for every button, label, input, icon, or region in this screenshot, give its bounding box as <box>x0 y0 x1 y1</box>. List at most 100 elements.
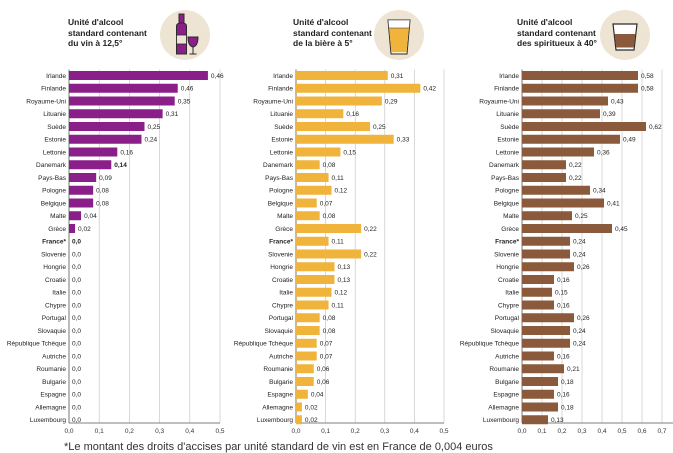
spirits-value-label: 0,45 <box>615 226 628 233</box>
wine-value-label: 0,0 <box>72 315 81 322</box>
beer-category-label: Espagne <box>267 392 293 399</box>
beer-value-label: 0,31 <box>391 73 404 80</box>
spirits-value-label: 0,18 <box>561 379 574 386</box>
spirits-category-label: Belgique <box>494 200 520 207</box>
beer-category-label: Slovenie <box>268 251 293 258</box>
wine-category-label: Pays-Bas <box>38 175 67 182</box>
beer-category-label: Bulgarie <box>269 379 293 386</box>
panel-title-wine: Unité d'alcool standard contenant du vin… <box>68 17 147 49</box>
spirits-x-tick-label: 0,3 <box>577 428 586 435</box>
wine-value-label: 0,0 <box>72 302 81 309</box>
wine-x-tick-label: 0,4 <box>185 428 194 435</box>
wine-category-label: Bulgarie <box>42 379 66 386</box>
beer-bar <box>296 211 320 221</box>
spirits-category-label: Irlande <box>499 73 519 80</box>
spirits-value-label: 0,13 <box>551 417 564 424</box>
panel-title-spirits-line-3: des spiritueux à 40° <box>517 38 597 48</box>
beer-x-tick-label: 0,2 <box>351 428 360 435</box>
spirits-value-label: 0,15 <box>555 290 568 297</box>
spirits-value-label: 0,22 <box>569 162 582 169</box>
wine-value-label: 0,0 <box>72 366 81 373</box>
beer-value-label: 0,22 <box>364 226 377 233</box>
wine-value-label: 0,16 <box>120 149 133 156</box>
wine-category-label: Grèce <box>48 226 66 233</box>
beer-x-tick-label: 0,5 <box>439 428 448 435</box>
wine-value-label: 0,0 <box>72 264 81 271</box>
spirits-category-label: Grèce <box>501 226 519 233</box>
spirits-bar <box>522 415 548 425</box>
beer-value-label: 0,08 <box>323 213 336 220</box>
spirits-category-label: Allemagne <box>488 404 519 411</box>
beer-bar <box>296 122 370 131</box>
wine-category-label: Malte <box>50 213 66 220</box>
spirits-category-label: Pologne <box>495 188 519 195</box>
beer-bar <box>296 173 329 182</box>
spirits-bar <box>522 211 572 221</box>
spirits-value-label: 0,24 <box>573 328 586 335</box>
wine-value-label: 0,24 <box>144 137 157 144</box>
spirits-bar <box>522 351 554 361</box>
beer-category-label: Slovaquie <box>264 328 293 335</box>
spirits-bar <box>522 364 564 374</box>
wine-category-label: République Tchèque <box>7 341 67 348</box>
wine-value-label: 0,46 <box>181 86 194 93</box>
wine-bar <box>69 147 118 157</box>
panel-title-beer: Unité d'alcool standard contenant de la … <box>293 17 372 49</box>
wine-category-label: Chypre <box>45 302 66 309</box>
wine-value-label: 0,08 <box>96 188 109 195</box>
wine-category-label: Suède <box>47 124 66 131</box>
wine-bar <box>69 122 145 131</box>
spirits-value-label: 0,58 <box>641 86 654 93</box>
wine-category-label: Lituanie <box>43 111 66 118</box>
beer-bar <box>296 338 317 348</box>
spirits-category-label: Danemark <box>489 162 520 169</box>
wine-category-label: France* <box>42 239 66 246</box>
beer-value-label: 0,12 <box>335 188 348 195</box>
wine-x-tick-label: 0,0 <box>64 428 73 435</box>
beer-bar <box>296 275 335 284</box>
spirits-category-label: Slovenie <box>494 251 519 258</box>
spirits-x-tick-label: 0,0 <box>517 428 526 435</box>
beer-category-label: Malte <box>277 213 293 220</box>
beer-value-label: 0,02 <box>305 404 318 411</box>
spirits-category-label: Finlande <box>494 86 519 93</box>
beer-category-label: Luxembourg <box>257 417 294 424</box>
footnote: *Le montant des droits d'accises par uni… <box>64 441 493 453</box>
wine-category-label: Italie <box>52 290 66 297</box>
spirits-value-label: 0,16 <box>557 277 570 284</box>
beer-value-label: 0,06 <box>317 366 330 373</box>
beer-value-label: 0,33 <box>397 137 410 144</box>
wine-value-label: 0,0 <box>72 417 81 424</box>
wine-value-label: 0,08 <box>96 200 109 207</box>
wine-category-label: Lettonie <box>43 149 67 156</box>
wine-bar <box>69 185 94 195</box>
beer-value-label: 0,12 <box>335 290 348 297</box>
beer-bar <box>296 160 320 170</box>
beer-bar <box>296 300 329 310</box>
beer-x-tick-label: 0,1 <box>321 428 330 435</box>
wine-category-label: Danemark <box>36 162 67 169</box>
spirits-bar <box>522 326 570 335</box>
beer-bar <box>296 224 362 233</box>
spirits-x-tick-label: 0,4 <box>597 428 606 435</box>
wine-category-label: Royaume-Uni <box>26 98 66 105</box>
spirits-glass-icon <box>600 10 650 60</box>
beer-bar <box>296 287 332 297</box>
spirits-category-label: Royaume-Uni <box>479 98 519 105</box>
wine-category-label: Croatie <box>45 277 66 284</box>
beer-bar <box>296 377 314 386</box>
spirits-bar <box>522 313 574 323</box>
wine-category-label: Belgique <box>41 200 67 207</box>
spirits-bar <box>522 389 554 399</box>
spirits-bar <box>522 262 574 272</box>
spirits-value-label: 0,43 <box>611 98 624 105</box>
spirits-value-label: 0,16 <box>557 353 570 360</box>
beer-value-label: 0,22 <box>364 251 377 258</box>
spirits-value-label: 0,36 <box>597 149 610 156</box>
wine-value-label: 0,0 <box>72 353 81 360</box>
beer-bar <box>296 71 388 80</box>
spirits-value-label: 0,16 <box>557 302 570 309</box>
spirits-value-label: 0,21 <box>567 366 580 373</box>
spirits-category-label: Lettonie <box>496 149 520 156</box>
